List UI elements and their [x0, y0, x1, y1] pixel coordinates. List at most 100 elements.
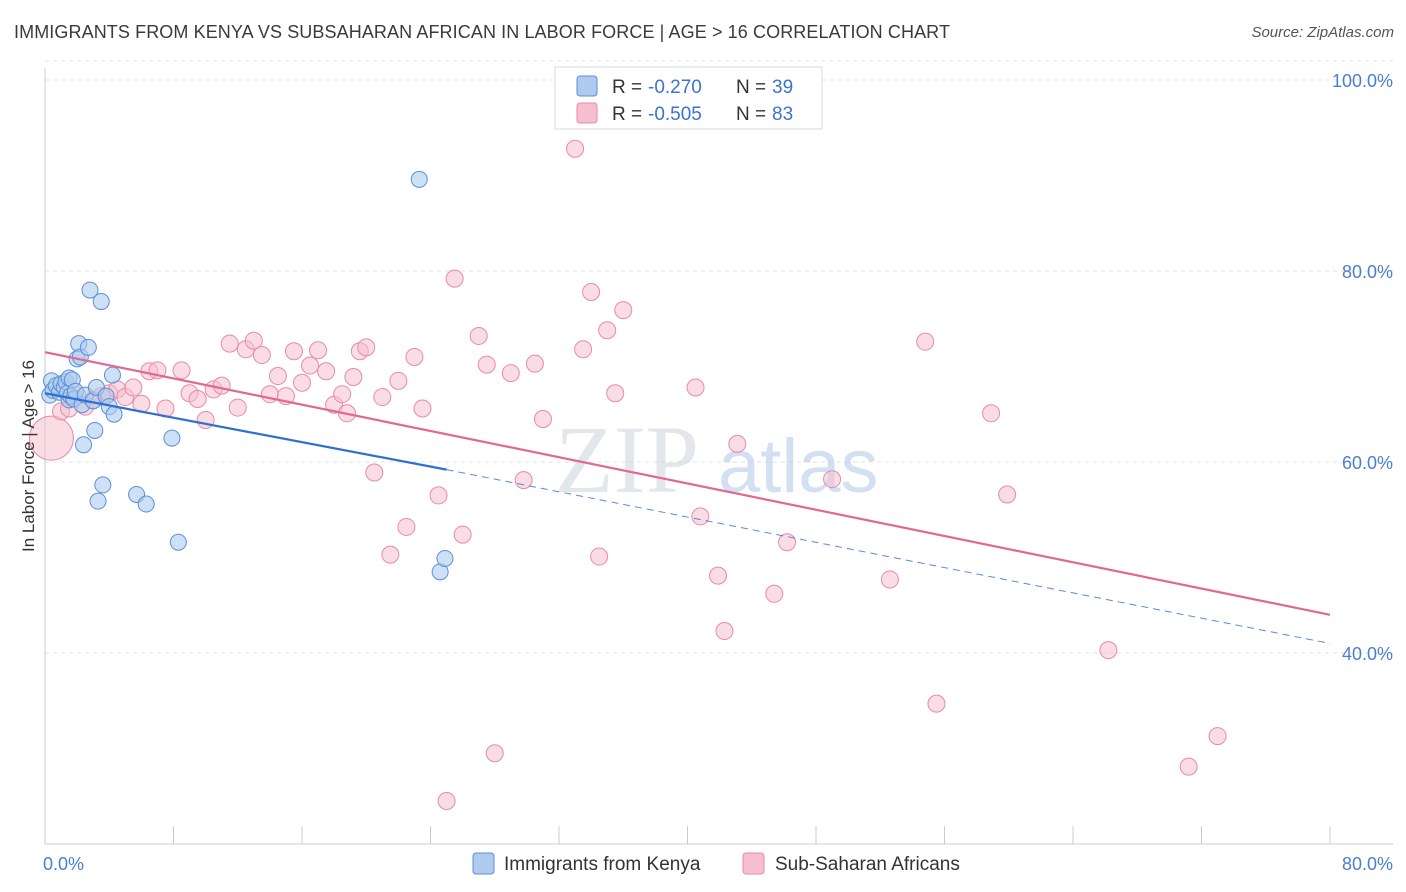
watermark-zip: ZIP	[555, 406, 699, 513]
ssa-point	[429, 486, 448, 505]
legend-swatch-kenya	[576, 75, 598, 97]
kenya-point	[86, 421, 104, 439]
ssa-point	[823, 470, 842, 489]
ssa-point	[715, 622, 734, 641]
ssa-point	[525, 354, 544, 373]
ssa-point	[344, 368, 363, 387]
ssa-point	[268, 367, 287, 386]
ssa-point	[453, 525, 472, 544]
ssa-point	[982, 404, 1001, 423]
y-tick-label-1: 60.0%	[1342, 453, 1393, 473]
ssa-point	[124, 378, 143, 397]
legend-n-value-ssa: 83	[772, 104, 793, 125]
x-tick-label-0: 0.0%	[43, 854, 84, 874]
ssa-point	[927, 694, 946, 713]
ssa-point	[485, 744, 504, 763]
legend-n-label-kenya: N =	[736, 77, 766, 98]
ssa-point	[445, 269, 464, 288]
x-tick-label-1: 80.0%	[1342, 854, 1393, 874]
ssa-point	[244, 331, 263, 350]
ssa-point	[709, 566, 728, 585]
kenya-point	[89, 492, 107, 510]
ssa-point	[172, 361, 191, 380]
ssa-point	[533, 410, 552, 429]
y-tick-label-3: 100.0%	[1332, 71, 1393, 91]
ssa-point	[728, 434, 747, 453]
ssa-point	[228, 398, 247, 417]
kenya-point	[169, 533, 187, 551]
ssa-point	[998, 485, 1017, 504]
kenya-point	[79, 338, 97, 356]
kenya-point	[103, 366, 121, 384]
y-tick-label-0: 40.0%	[1342, 644, 1393, 664]
bottom-legend-swatch-kenya	[472, 852, 495, 875]
ssa-point	[389, 371, 408, 390]
ssa-point	[28, 415, 74, 461]
ssa-point	[317, 362, 336, 381]
y-tick-label-2: 80.0%	[1342, 262, 1393, 282]
ssa-point	[686, 378, 705, 397]
ssa-point	[566, 139, 585, 158]
ssa-point	[469, 326, 488, 345]
series-sub-saharan-points	[28, 139, 1227, 811]
trend-line-kenya	[44, 392, 447, 471]
trend-lines	[44, 351, 1331, 644]
legend-swatch-ssa	[576, 102, 598, 124]
kenya-point	[436, 549, 454, 567]
legend-r-label-kenya: R =	[612, 77, 642, 98]
ssa-point	[301, 356, 320, 375]
ssa-point	[582, 283, 601, 302]
legend-r-label-ssa: R =	[612, 104, 642, 125]
kenya-point	[94, 476, 112, 494]
ssa-point	[606, 384, 625, 403]
tick-labels: 40.0% 60.0% 80.0% 100.0% 0.0% 80.0%	[43, 71, 1393, 874]
ssa-point	[477, 355, 496, 374]
ssa-point	[916, 332, 935, 351]
kenya-point	[92, 293, 110, 311]
ssa-point	[765, 584, 784, 603]
legend-n-value-kenya: 39	[772, 77, 793, 98]
ssa-point	[373, 388, 392, 407]
ssa-point	[212, 376, 231, 395]
bottom-legend: Immigrants from Kenya Sub-Saharan Africa…	[472, 852, 960, 875]
grid-lines	[45, 60, 1393, 654]
ssa-point	[284, 342, 303, 361]
ssa-point	[1099, 641, 1118, 660]
ssa-point	[333, 385, 352, 404]
legend-n-label-ssa: N =	[736, 104, 766, 125]
ssa-point	[397, 517, 416, 536]
ssa-point	[880, 570, 899, 589]
ssa-point	[220, 334, 239, 353]
kenya-point	[105, 405, 123, 423]
kenya-point	[137, 495, 155, 513]
ssa-point	[1208, 727, 1227, 746]
bottom-legend-label-kenya: Immigrants from Kenya	[504, 854, 701, 875]
ssa-point	[1179, 757, 1198, 776]
ssa-point	[413, 399, 432, 418]
bottom-legend-label-ssa: Sub-Saharan Africans	[775, 854, 960, 875]
ssa-point	[778, 533, 797, 552]
ssa-point	[598, 321, 617, 340]
ssa-point	[252, 346, 271, 365]
legend-r-value-kenya: -0.270	[648, 77, 702, 98]
legend-r-value-ssa: -0.505	[648, 104, 702, 125]
chart-title: IMMIGRANTS FROM KENYA VS SUBSAHARAN AFRI…	[14, 22, 951, 42]
ssa-point	[293, 373, 311, 392]
ssa-point	[357, 338, 376, 357]
ssa-point	[691, 507, 710, 526]
trend-line-ssa	[44, 351, 1331, 616]
ssa-point	[614, 301, 633, 320]
kenya-point	[410, 170, 428, 188]
kenya-point	[81, 281, 99, 299]
stats-legend: R = -0.270 N = 39 R = -0.505 N = 83	[554, 66, 823, 130]
y-axis-label: In Labor Force | Age > 16	[19, 360, 38, 552]
ssa-point	[309, 341, 328, 360]
source-label: Source: ZipAtlas.com	[1251, 24, 1394, 41]
trend-line-kenya-extension	[446, 469, 1331, 644]
kenya-point	[75, 436, 93, 454]
ssa-point	[501, 364, 520, 383]
ssa-point	[381, 545, 400, 564]
kenya-point	[163, 429, 181, 447]
ssa-point	[590, 547, 609, 566]
